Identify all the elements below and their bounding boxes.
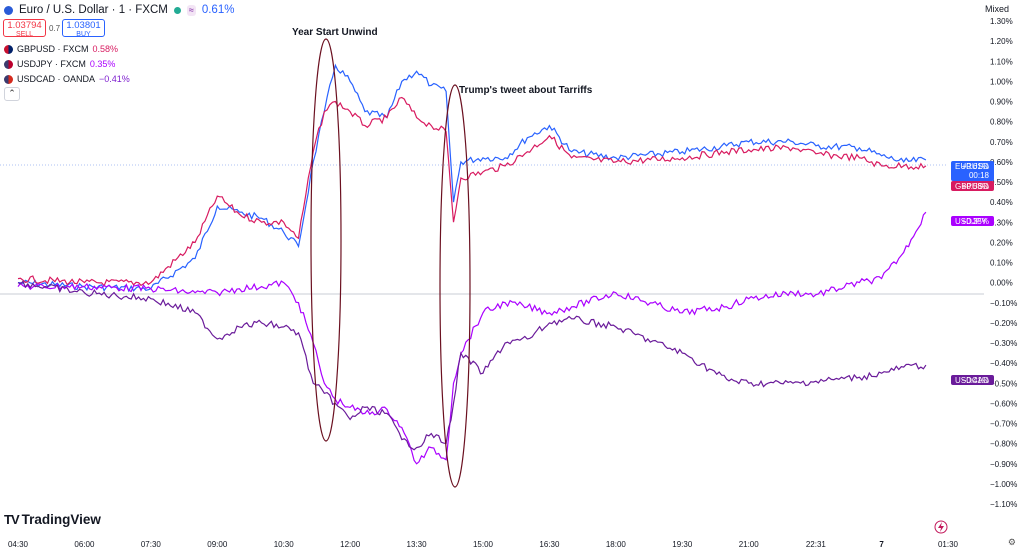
symbol-title[interactable]: Euro / U.S. Dollar · 1 · FXCM [19, 4, 168, 16]
market-status-icon: ≈ [186, 4, 196, 16]
y-tick-label: 1.00% [990, 77, 1013, 86]
x-tick-label: 7 [879, 540, 884, 549]
legend-gbpusd-value: 0.58% [92, 44, 119, 54]
x-tick-label: 12:00 [340, 540, 361, 549]
x-tick-label: 15:00 [473, 540, 494, 549]
series-line-gbpusd[interactable] [17, 96, 927, 287]
sell-button[interactable]: 1.03794 SELL [3, 19, 46, 38]
sell-label: SELL [15, 31, 34, 38]
buy-price: 1.03801 [66, 20, 101, 31]
series-line-usdjpy[interactable] [17, 211, 927, 465]
y-tick-label: 0.20% [990, 238, 1013, 247]
tag-usdjpy-label: USDJPY [955, 217, 987, 226]
y-tick-label: 1.10% [990, 57, 1013, 66]
x-tick-label: 13:30 [407, 540, 428, 549]
sell-price: 1.03794 [7, 20, 42, 31]
y-tick-label: −0.80% [990, 440, 1017, 449]
x-tick-label: 16:30 [539, 540, 560, 549]
trump-tweet-ellipse [439, 84, 471, 488]
x-tick-label: 10:30 [274, 540, 295, 549]
y-tick-label: −1.00% [990, 480, 1017, 489]
year-start-unwind-ellipse [310, 38, 342, 442]
price-tag-usdcad: USDCAD −0.41% [951, 375, 994, 385]
y-tick-label: 0.60% [990, 158, 1013, 167]
legend-item-usdcad[interactable]: USDCAD · OANDA −0.41% [4, 74, 130, 84]
x-tick-label: 01:30 [938, 540, 959, 549]
y-tick-label: −0.40% [990, 359, 1017, 368]
gbpusd-flag-icon [4, 44, 13, 54]
tradingview-logo[interactable]: TV TradingView [4, 512, 101, 527]
series-layer [17, 63, 927, 465]
x-tick-label: 21:00 [739, 540, 760, 549]
chevron-up-icon[interactable]: ⌃ [4, 87, 20, 101]
x-tick-label: 09:00 [207, 540, 228, 549]
y-tick-label: 0.40% [990, 198, 1013, 207]
x-tick-label: 19:30 [672, 540, 693, 549]
y-tick-label: 1.20% [990, 37, 1013, 46]
tag-eurusd-time: 00:18 [969, 171, 990, 180]
y-tick-label: 0.50% [990, 178, 1013, 187]
tag-gbpusd-label: GBPUSD [955, 182, 989, 191]
y-tick-label: −0.20% [990, 319, 1017, 328]
market-open-icon [173, 6, 181, 14]
y-tick-label: −0.90% [990, 460, 1017, 469]
y-tick-label: 0.30% [990, 218, 1013, 227]
usdcad-flag-icon [4, 74, 13, 84]
y-tick-label: −0.70% [990, 420, 1017, 429]
gear-icon[interactable]: ⚙ [1007, 537, 1016, 547]
y-tick-label: −0.60% [990, 399, 1017, 408]
trade-panel: 1.03794 SELL 0.7 1.03801 BUY [3, 19, 105, 38]
buy-label: BUY [76, 31, 91, 38]
y-tick-label: 0.90% [990, 98, 1013, 107]
y-tick-label: −0.10% [990, 299, 1017, 308]
usdjpy-flag-icon [4, 59, 13, 69]
tag-usdcad-label: USDCAD [955, 376, 989, 385]
y-tick-label: 1.30% [990, 17, 1013, 26]
tag-eurusd-value: +0.61% [962, 162, 989, 171]
symbol-change: 0.61% [201, 4, 235, 16]
tag-usdcad-value: −0.41% [962, 376, 989, 385]
x-axis[interactable]: 04:30 06:00 07:30 09:00 10:30 12:00 13:30 15:00… [8, 540, 959, 549]
y-tick-label: 0.70% [990, 138, 1013, 147]
chart-header: Euro / U.S. Dollar · 1 · FXCM ≈ 0.61% [4, 2, 234, 18]
legend-item-usdjpy[interactable]: USDJPY · FXCM 0.35% [4, 59, 115, 69]
x-tick-label: 07:30 [141, 540, 162, 549]
legend-item-gbpusd[interactable]: GBPUSD · FXCM 0.58% [4, 44, 118, 54]
tag-usdjpy-value: +0.35% [962, 217, 989, 226]
annotation-year-start: Year Start Unwind [292, 27, 378, 38]
series-line-eurusd[interactable] [17, 63, 927, 293]
y-tick-label: 0.80% [990, 118, 1013, 127]
y-tick-label: 0.10% [990, 259, 1013, 268]
legend-usdcad-name: USDCAD · OANDA [17, 74, 96, 84]
annotation-trump-tweet: Trump's tweet about Tarriffs [459, 85, 593, 96]
y-tick-label: −0.50% [990, 379, 1017, 388]
x-tick-label: 18:00 [606, 540, 627, 549]
spread-value: 0.7 [49, 23, 61, 33]
legend-usdjpy-name: USDJPY · FXCM [17, 59, 86, 69]
y-axis[interactable]: 1.30% 1.20% 1.10% 1.00% 0.90% 0.80% 0.70% 0.60%… [990, 17, 1017, 509]
price-tag-gbpusd: GBPUSD +0.58% [951, 181, 994, 191]
tag-gbpusd-value: +0.58% [962, 182, 989, 191]
scale-mode[interactable]: Mixed [984, 4, 1009, 14]
price-tag-eurusd: EURUSD +0.61% 00:18 [951, 161, 994, 181]
legend-usdcad-value: −0.41% [99, 74, 130, 84]
legend-usdjpy-value: 0.35% [89, 59, 116, 69]
series-line-usdcad[interactable] [17, 280, 927, 451]
tag-eurusd-label: EURUSD [955, 162, 989, 171]
legend-gbpusd-name: GBPUSD · FXCM [17, 44, 89, 54]
symbol-icon [4, 5, 13, 15]
price-tag-usdjpy: USDJPY +0.35% [951, 216, 994, 226]
buy-button[interactable]: 1.03801 BUY [62, 19, 105, 38]
y-tick-label: −0.30% [990, 339, 1017, 348]
y-tick-label: 0.00% [990, 279, 1013, 288]
x-tick-label: 06:00 [74, 540, 95, 549]
x-tick-label: 22:31 [806, 540, 827, 549]
tradingview-mark-icon: TV [4, 512, 20, 527]
y-tick-label: −1.10% [990, 500, 1017, 509]
lightning-icon[interactable] [934, 520, 948, 534]
x-tick-label: 04:30 [8, 540, 29, 549]
brand-name: TradingView [21, 512, 101, 527]
